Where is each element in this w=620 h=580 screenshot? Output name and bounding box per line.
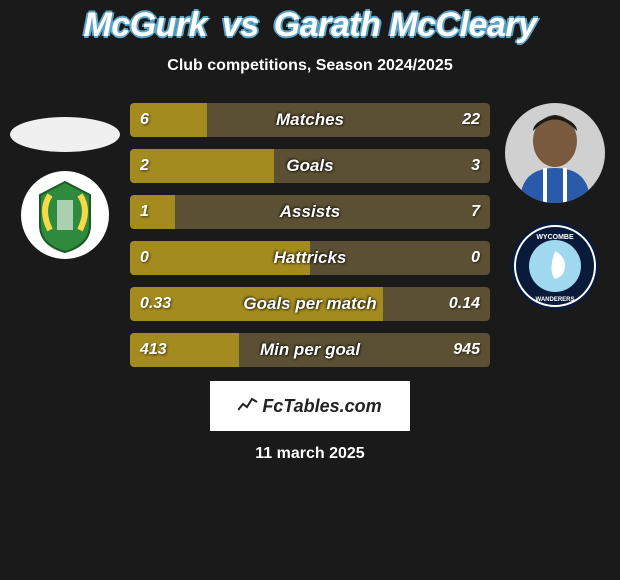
stat-value-player1: 413: [140, 341, 167, 359]
right-side: WYCOMBE WANDERERS: [490, 103, 620, 367]
branding-badge: FcTables.com: [210, 381, 410, 431]
stat-value-player1: 2: [140, 157, 149, 175]
stat-value-player2: 945: [453, 341, 480, 359]
branding-text: FcTables.com: [262, 396, 381, 417]
player1-crest: [20, 170, 110, 260]
stat-value-player1: 0.33: [140, 295, 171, 313]
player2-crest: WYCOMBE WANDERERS: [510, 221, 600, 311]
stat-row: 1 7 Assists: [130, 195, 490, 229]
svg-text:WYCOMBE: WYCOMBE: [536, 234, 574, 241]
bar-segment-player2: [207, 103, 490, 137]
vs-text: vs: [222, 6, 259, 44]
crest-left-icon: [20, 170, 110, 260]
comparison-infographic: McGurk vs Garath McCleary Club competiti…: [0, 0, 620, 580]
stat-label: Matches: [276, 110, 344, 130]
stat-row: 0.33 0.14 Goals per match: [130, 287, 490, 321]
player2-name: Garath McCleary: [274, 6, 537, 44]
player1-name: McGurk: [83, 6, 207, 44]
crest-right-icon: WYCOMBE WANDERERS: [510, 221, 600, 311]
stat-label: Assists: [280, 202, 340, 222]
stat-row: 6 22 Matches: [130, 103, 490, 137]
stat-row: 2 3 Goals: [130, 149, 490, 183]
avatar-right-icon: [505, 103, 605, 203]
stat-value-player2: 3: [471, 157, 480, 175]
subtitle: Club competitions, Season 2024/2025: [167, 57, 452, 75]
stat-value-player1: 6: [140, 111, 149, 129]
stat-value-player2: 0: [471, 249, 480, 267]
stat-label: Goals: [286, 156, 333, 176]
player2-avatar: [505, 103, 605, 203]
date-text: 11 march 2025: [255, 445, 364, 463]
stat-value-player1: 1: [140, 203, 149, 221]
stat-label: Min per goal: [260, 340, 360, 360]
page-title: McGurk vs Garath McCleary: [83, 6, 536, 45]
stat-value-player2: 22: [462, 111, 480, 129]
stat-value-player1: 0: [140, 249, 149, 267]
bar-segment-player1: [130, 195, 175, 229]
svg-text:WANDERERS: WANDERERS: [535, 297, 574, 303]
stat-row: 413 945 Min per goal: [130, 333, 490, 367]
stat-row: 0 0 Hattricks: [130, 241, 490, 275]
bar-segment-player1: [130, 149, 274, 183]
stat-value-player2: 0.14: [449, 295, 480, 313]
stat-label: Goals per match: [243, 294, 376, 314]
main-content: 6 22 Matches 2 3 Goals 1 7 Assists 0 0 Hattricks 0.3…: [0, 103, 620, 367]
chart-icon: [238, 396, 258, 417]
stat-bars: 6 22 Matches 2 3 Goals 1 7 Assists 0 0 Hattricks 0.3…: [130, 103, 490, 367]
left-side: [0, 103, 130, 367]
player1-avatar: [10, 117, 120, 152]
stat-value-player2: 7: [471, 203, 480, 221]
stat-label: Hattricks: [274, 248, 347, 268]
